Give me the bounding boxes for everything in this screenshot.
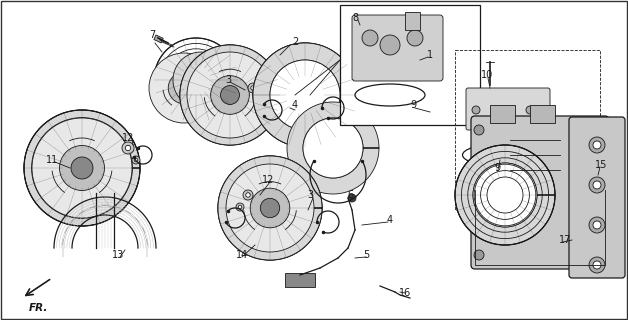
Text: 4: 4 — [387, 215, 393, 225]
Circle shape — [595, 125, 605, 135]
Circle shape — [473, 163, 537, 227]
Circle shape — [348, 194, 356, 202]
Circle shape — [251, 86, 255, 90]
Text: 15: 15 — [595, 160, 607, 170]
Bar — [405, 12, 420, 30]
Circle shape — [472, 106, 480, 114]
Text: 8: 8 — [352, 13, 358, 23]
Circle shape — [44, 130, 120, 206]
Circle shape — [250, 188, 290, 228]
Circle shape — [589, 177, 605, 193]
Circle shape — [474, 250, 484, 260]
Circle shape — [362, 30, 378, 46]
Circle shape — [474, 125, 484, 135]
Circle shape — [197, 62, 263, 128]
Circle shape — [248, 83, 258, 93]
Polygon shape — [180, 45, 280, 145]
Circle shape — [32, 118, 132, 218]
Circle shape — [184, 63, 218, 97]
Circle shape — [589, 137, 605, 153]
Circle shape — [149, 53, 219, 123]
Circle shape — [235, 173, 305, 243]
Circle shape — [71, 157, 93, 179]
Bar — [154, 35, 163, 43]
Circle shape — [210, 76, 249, 114]
Text: 1: 1 — [427, 50, 433, 60]
Circle shape — [246, 193, 250, 197]
Circle shape — [220, 85, 239, 104]
Circle shape — [122, 142, 134, 154]
Circle shape — [259, 96, 263, 100]
Circle shape — [126, 145, 131, 151]
Polygon shape — [287, 102, 379, 194]
Circle shape — [593, 261, 601, 269]
Text: 3: 3 — [225, 75, 231, 85]
Circle shape — [595, 250, 605, 260]
Text: 17: 17 — [559, 235, 571, 245]
Circle shape — [257, 94, 264, 101]
Circle shape — [380, 35, 400, 55]
Text: 5: 5 — [363, 250, 369, 260]
Circle shape — [168, 72, 200, 104]
Circle shape — [132, 156, 140, 164]
Circle shape — [60, 146, 104, 190]
Text: 11: 11 — [46, 155, 58, 165]
Polygon shape — [455, 145, 555, 245]
Text: 4: 4 — [292, 100, 298, 110]
FancyBboxPatch shape — [352, 15, 443, 81]
FancyBboxPatch shape — [471, 116, 609, 269]
Circle shape — [176, 80, 192, 96]
Text: 13: 13 — [112, 250, 124, 260]
Text: FR.: FR. — [28, 303, 48, 313]
Circle shape — [407, 30, 423, 46]
Bar — [530, 105, 555, 123]
Circle shape — [593, 221, 601, 229]
Text: 9: 9 — [494, 163, 500, 173]
Text: 16: 16 — [399, 288, 411, 298]
Circle shape — [226, 164, 314, 252]
Text: 2: 2 — [292, 37, 298, 47]
Circle shape — [593, 141, 601, 149]
Circle shape — [187, 52, 273, 138]
Text: 14: 14 — [236, 250, 248, 260]
Circle shape — [243, 190, 253, 200]
Text: 7: 7 — [149, 30, 155, 40]
FancyBboxPatch shape — [466, 88, 550, 130]
Text: 9: 9 — [410, 100, 416, 110]
Bar — [285, 273, 315, 287]
Polygon shape — [24, 110, 140, 226]
Text: 12: 12 — [262, 175, 274, 185]
Polygon shape — [173, 52, 229, 108]
Bar — [340, 5, 480, 125]
Circle shape — [238, 205, 242, 209]
Circle shape — [261, 198, 279, 218]
Text: 12: 12 — [122, 133, 134, 143]
Bar — [490, 105, 515, 123]
Text: 6: 6 — [347, 190, 353, 200]
Circle shape — [589, 217, 605, 233]
Circle shape — [593, 181, 601, 189]
Circle shape — [526, 106, 534, 114]
Circle shape — [270, 60, 340, 130]
FancyBboxPatch shape — [569, 117, 625, 278]
Text: 10: 10 — [481, 70, 493, 80]
Circle shape — [134, 158, 138, 162]
Text: 3: 3 — [307, 190, 313, 200]
Circle shape — [236, 203, 244, 211]
Bar — [455, 50, 600, 210]
Polygon shape — [218, 156, 322, 260]
Circle shape — [303, 118, 363, 178]
Circle shape — [589, 257, 605, 273]
Polygon shape — [253, 43, 357, 147]
